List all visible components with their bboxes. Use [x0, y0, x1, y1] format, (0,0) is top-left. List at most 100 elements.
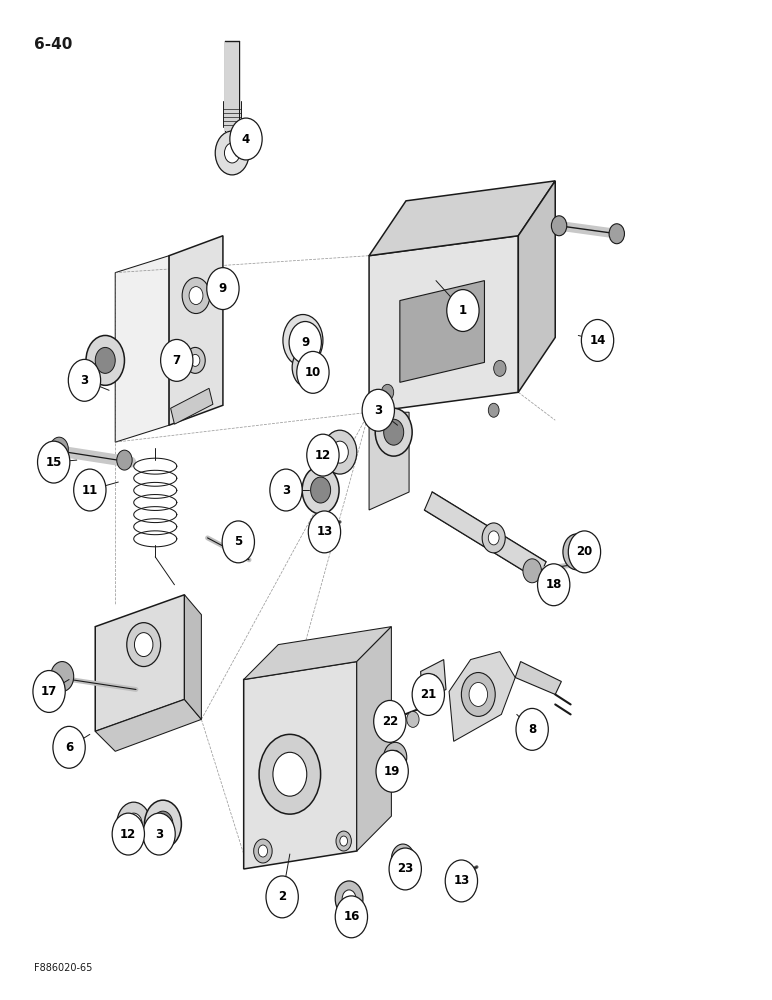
- Circle shape: [153, 811, 173, 837]
- Circle shape: [266, 876, 298, 918]
- Circle shape: [523, 559, 541, 583]
- Text: 3: 3: [80, 374, 89, 387]
- Circle shape: [482, 523, 505, 553]
- Polygon shape: [244, 627, 391, 680]
- Circle shape: [551, 216, 567, 236]
- Text: 20: 20: [577, 545, 593, 558]
- Circle shape: [259, 734, 320, 814]
- Circle shape: [342, 890, 356, 908]
- Circle shape: [125, 813, 142, 835]
- Circle shape: [230, 118, 262, 160]
- Text: 16: 16: [344, 910, 360, 923]
- Circle shape: [335, 881, 363, 917]
- Text: 2: 2: [278, 890, 286, 903]
- Circle shape: [489, 531, 499, 545]
- Polygon shape: [400, 281, 485, 382]
- Polygon shape: [425, 492, 546, 580]
- Polygon shape: [171, 388, 213, 424]
- Circle shape: [386, 717, 401, 737]
- Text: 22: 22: [381, 715, 398, 728]
- Circle shape: [462, 673, 495, 716]
- Circle shape: [516, 708, 548, 750]
- Circle shape: [283, 315, 323, 366]
- Text: 10: 10: [305, 366, 321, 379]
- Text: 9: 9: [301, 336, 310, 349]
- Text: 7: 7: [173, 354, 181, 367]
- Text: 6-40: 6-40: [34, 37, 72, 52]
- Text: 12: 12: [120, 828, 137, 841]
- Circle shape: [489, 403, 499, 417]
- Circle shape: [331, 441, 348, 463]
- Circle shape: [389, 848, 422, 890]
- Circle shape: [407, 711, 419, 727]
- Circle shape: [33, 671, 66, 712]
- Polygon shape: [369, 236, 518, 412]
- Circle shape: [134, 633, 153, 657]
- Circle shape: [86, 335, 124, 385]
- Circle shape: [185, 347, 205, 373]
- Polygon shape: [95, 699, 201, 751]
- Circle shape: [127, 623, 161, 667]
- Polygon shape: [369, 412, 409, 510]
- Circle shape: [381, 384, 394, 400]
- Circle shape: [374, 700, 406, 742]
- Polygon shape: [515, 662, 561, 694]
- Circle shape: [270, 469, 302, 511]
- Circle shape: [568, 531, 601, 573]
- Polygon shape: [95, 595, 185, 731]
- Text: 21: 21: [420, 688, 436, 701]
- Text: 17: 17: [41, 685, 57, 698]
- Circle shape: [362, 389, 394, 431]
- Text: 8: 8: [528, 723, 537, 736]
- Circle shape: [310, 477, 330, 503]
- Circle shape: [117, 450, 132, 470]
- Circle shape: [293, 328, 312, 352]
- Circle shape: [336, 831, 351, 851]
- Circle shape: [570, 543, 584, 561]
- Text: 13: 13: [453, 874, 469, 887]
- Circle shape: [296, 351, 329, 393]
- Text: 4: 4: [242, 133, 250, 146]
- Text: 9: 9: [218, 282, 227, 295]
- Polygon shape: [169, 236, 223, 425]
- Circle shape: [51, 662, 73, 691]
- Circle shape: [191, 354, 200, 366]
- Polygon shape: [518, 181, 555, 392]
- Circle shape: [73, 469, 106, 511]
- Circle shape: [225, 143, 240, 163]
- Circle shape: [254, 839, 273, 863]
- Circle shape: [563, 534, 591, 570]
- Text: 13: 13: [317, 525, 333, 538]
- Circle shape: [376, 750, 408, 792]
- Circle shape: [300, 358, 314, 376]
- Circle shape: [609, 224, 625, 244]
- Text: 3: 3: [374, 404, 382, 417]
- Text: 3: 3: [155, 828, 163, 841]
- Text: 6: 6: [65, 741, 73, 754]
- Circle shape: [390, 750, 401, 764]
- Circle shape: [207, 268, 239, 310]
- Circle shape: [323, 430, 357, 474]
- Circle shape: [161, 339, 193, 381]
- Circle shape: [412, 674, 445, 715]
- Text: 15: 15: [46, 456, 62, 469]
- Circle shape: [95, 347, 115, 373]
- Text: 1: 1: [459, 304, 467, 317]
- Circle shape: [384, 742, 407, 772]
- Text: 3: 3: [282, 484, 290, 497]
- Circle shape: [384, 419, 404, 445]
- Circle shape: [493, 360, 506, 376]
- Circle shape: [391, 844, 415, 874]
- Text: 14: 14: [589, 334, 606, 347]
- Text: 18: 18: [546, 578, 562, 591]
- Circle shape: [445, 860, 478, 902]
- Circle shape: [537, 564, 570, 606]
- Polygon shape: [225, 41, 239, 131]
- Circle shape: [447, 290, 479, 331]
- Text: 11: 11: [82, 484, 98, 497]
- Circle shape: [144, 800, 181, 848]
- Circle shape: [335, 896, 367, 938]
- Circle shape: [112, 813, 144, 855]
- Polygon shape: [244, 662, 357, 869]
- Polygon shape: [115, 256, 169, 442]
